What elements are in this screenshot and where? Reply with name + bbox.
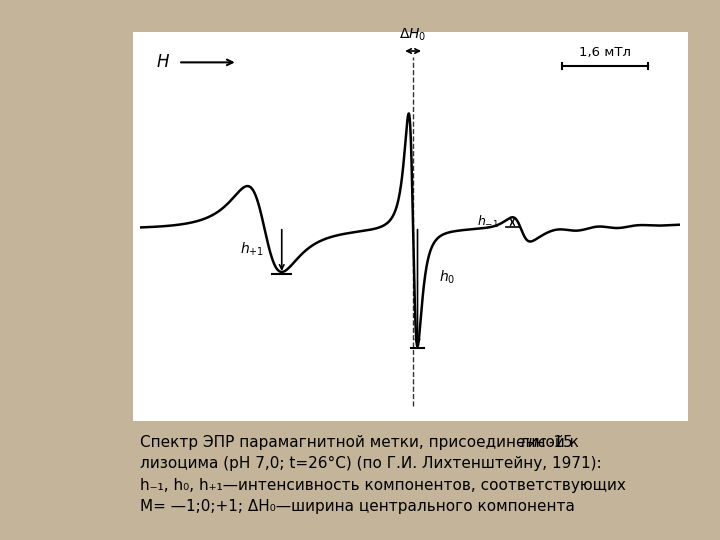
Text: $\Delta H_0$: $\Delta H_0$ [400, 27, 427, 44]
Text: гис: гис [521, 435, 546, 450]
Text: $h_{+1}$: $h_{+1}$ [240, 241, 264, 258]
Text: M= —1;0;+1; ΔH₀—ширина центрального компонента: M= —1;0;+1; ΔH₀—ширина центрального комп… [140, 500, 575, 515]
Text: Спектр ЭПР парамагнитной метки, присоединенной к: Спектр ЭПР парамагнитной метки, присоеди… [140, 435, 584, 450]
Text: 1,6 мТл: 1,6 мТл [579, 45, 631, 58]
Text: $h_{0}$: $h_{0}$ [439, 268, 456, 286]
Text: h₋₁, h₀, h₊₁—интенсивность компонентов, соответствующих: h₋₁, h₀, h₊₁—интенсивность компонентов, … [140, 478, 626, 493]
Text: $H$: $H$ [156, 54, 170, 71]
Text: $h_{-1}$: $h_{-1}$ [477, 213, 499, 230]
Text: лизоцима (рН 7,0; t=26°C) (по Г.И. Лихтенштейну, 1971):: лизоцима (рН 7,0; t=26°C) (по Г.И. Лихте… [140, 456, 602, 471]
Text: -15: -15 [548, 435, 572, 450]
